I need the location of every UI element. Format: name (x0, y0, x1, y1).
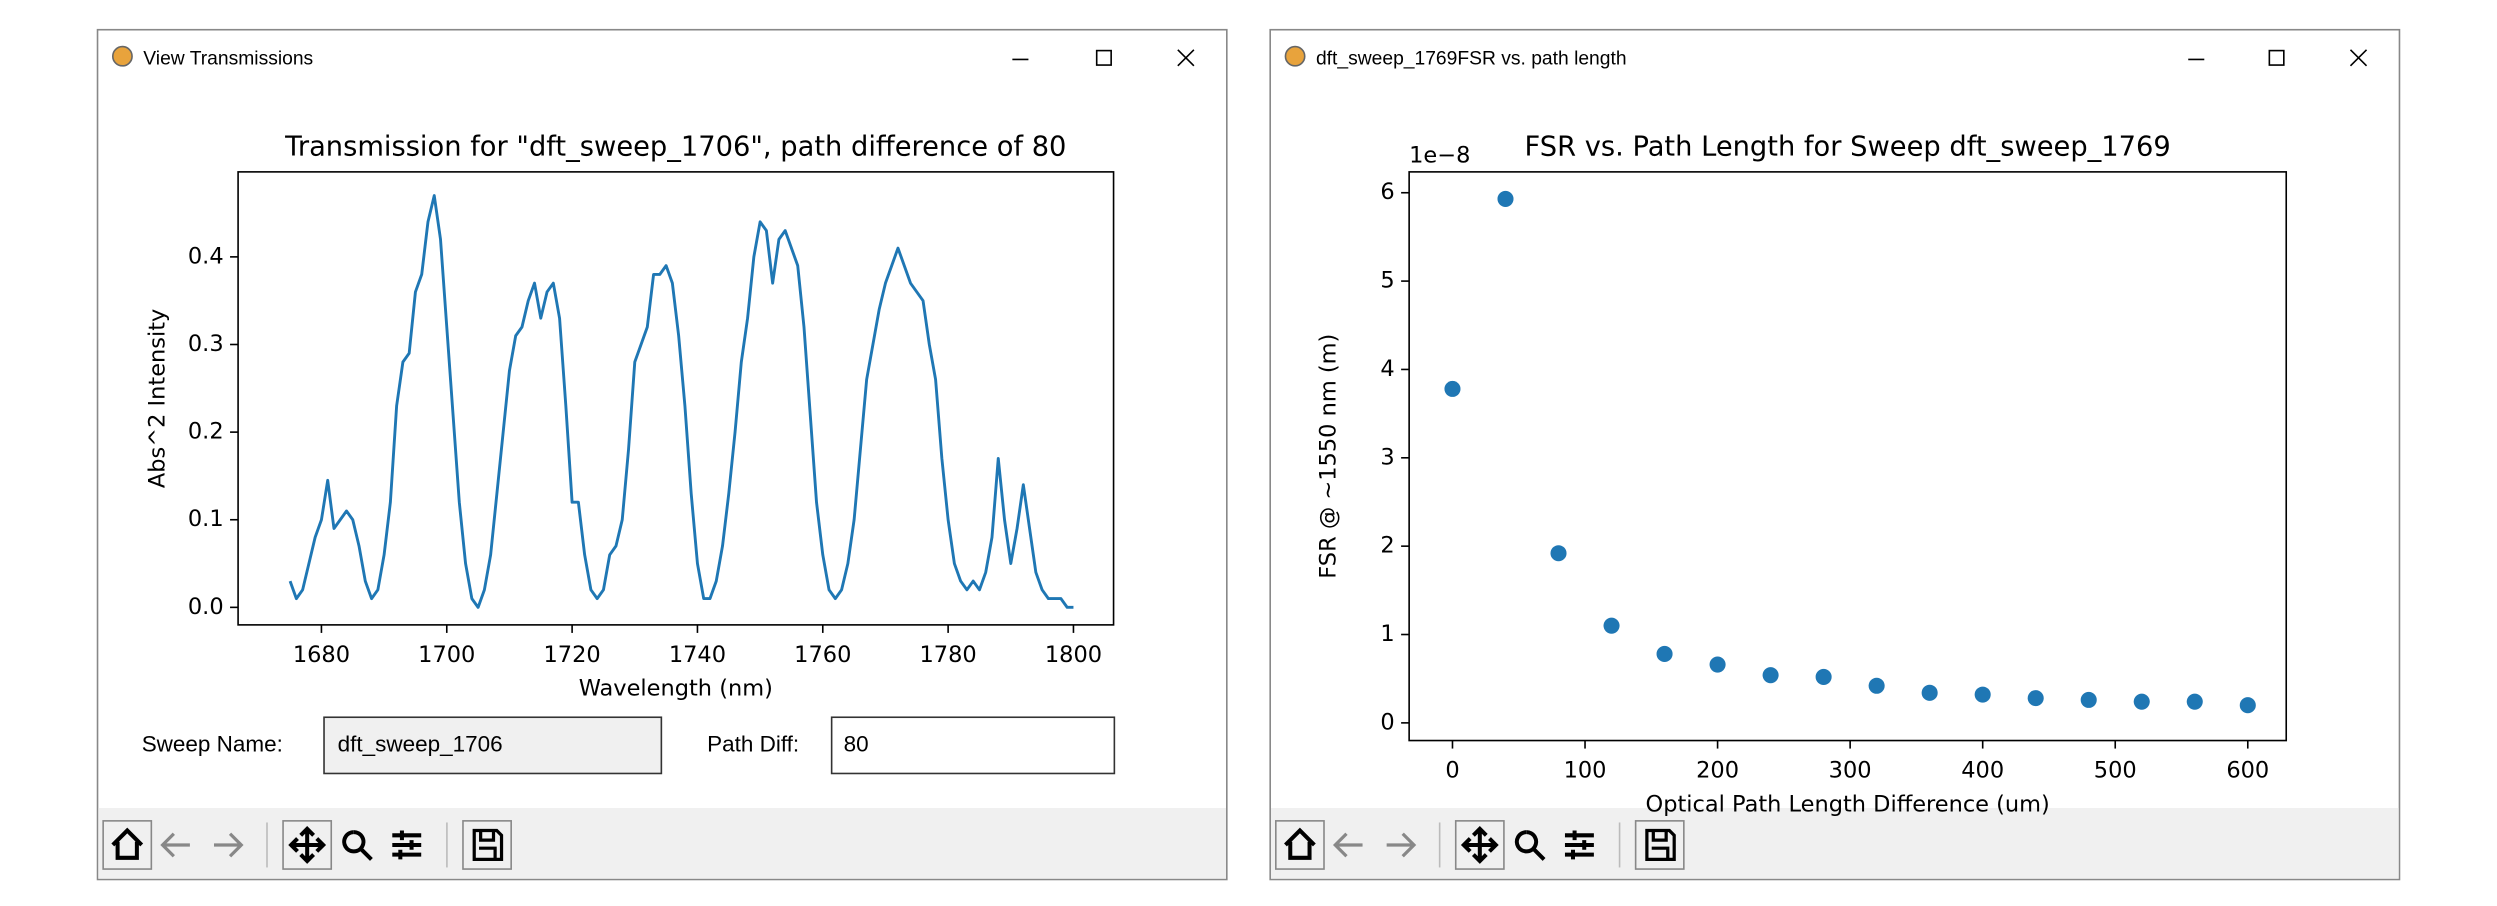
y-tick-label: 3 (1380, 444, 1394, 470)
y-tick-label: 2 (1380, 533, 1394, 559)
y-tick-label: 0.0 (188, 594, 224, 620)
data-point (1815, 668, 1832, 685)
data-point (2239, 697, 2256, 714)
data-point (1497, 190, 1514, 207)
y-tick-label: 5 (1380, 268, 1394, 294)
data-point (1868, 677, 1885, 694)
chart-title: FSR vs. Path Length for Sweep dft_sweep_… (1525, 131, 2171, 162)
toolbar-icon (392, 830, 422, 860)
y-tick-label: 6 (1380, 179, 1394, 205)
window-title: dft_sweep_1769FSR vs. path length (1316, 49, 1627, 70)
data-line (288, 194, 1074, 609)
data-point (2080, 691, 2097, 708)
x-tick-label: 200 (1696, 758, 1739, 784)
plot-frame (237, 171, 1115, 626)
toolbar-button[interactable] (462, 820, 512, 870)
chart: Transmission for "dft_sweep_1706", path … (144, 131, 1115, 702)
x-tick-label: 300 (1829, 758, 1872, 784)
y-tick-label: 0.3 (188, 331, 224, 357)
toolbar-icon (213, 832, 244, 858)
chart: FSR vs. Path Length for Sweep dft_sweep_… (1315, 131, 2288, 817)
x-tick-label: 600 (2226, 758, 2269, 784)
toolbar-icon (288, 826, 327, 864)
x-tick-label: 1720 (544, 642, 601, 668)
toolbar-icons (102, 820, 1685, 870)
data-point (1921, 684, 1938, 701)
x-tick-label: 1680 (293, 642, 350, 668)
x-tick-label: 100 (1564, 758, 1607, 784)
window-title: View Transmissions (143, 49, 313, 70)
data-point (1709, 656, 1726, 673)
data-point (1762, 667, 1779, 684)
data-point (2027, 690, 2044, 707)
data-point (1656, 645, 1673, 662)
data-point (2186, 693, 2203, 710)
x-axis-label: Optical Path Length Difference (um) (1646, 791, 2050, 817)
text-input[interactable] (830, 716, 1116, 775)
toolbar-button[interactable] (332, 820, 382, 870)
toolbar-icon (1514, 830, 1546, 861)
data-point (2133, 693, 2150, 710)
toolbar-icon (1386, 832, 1417, 858)
axis-offset-label: 1e−8 (1409, 142, 1470, 168)
app-icon (1284, 45, 1306, 67)
y-axis-label: Abs^2 Intensity (144, 309, 170, 488)
data-point (1444, 380, 1461, 397)
data-point (1550, 545, 1567, 562)
toolbar-icon (1645, 828, 1676, 862)
close-button[interactable] (2349, 49, 2368, 67)
toolbar-icon (342, 830, 373, 861)
toolbar-icon (1284, 827, 1316, 860)
x-tick-label: 1800 (1045, 642, 1102, 668)
y-tick-label: 0.1 (188, 506, 224, 532)
data-point (1974, 686, 1991, 703)
y-tick-label: 1 (1380, 621, 1394, 647)
toolbar-button[interactable] (1505, 820, 1554, 870)
maximize-button[interactable] (2268, 49, 2285, 66)
toolbar-button[interactable] (1634, 820, 1685, 870)
form-label: Path Diff: (707, 731, 799, 756)
y-axis-label: FSR @ ~1550 nm (m) (1315, 334, 1341, 579)
y-tick-label: 4 (1380, 356, 1394, 382)
x-tick-label: 1700 (418, 642, 475, 668)
toolbar-icon (1564, 830, 1594, 860)
chart-title: Transmission for "dft_sweep_1706", path … (284, 131, 1066, 162)
x-tick-label: 1740 (669, 642, 726, 668)
toolbar-icon (111, 827, 144, 860)
data-point (1603, 617, 1620, 634)
x-tick-label: 1760 (794, 642, 851, 668)
toolbar-icon (160, 832, 190, 858)
form-label: Sweep Name: (142, 731, 283, 756)
x-tick-label: 500 (2094, 758, 2137, 784)
app-icon (111, 45, 133, 67)
toolbar-icon (1460, 826, 1499, 864)
close-button[interactable] (1177, 49, 1195, 67)
y-tick-label: 0 (1380, 709, 1394, 735)
y-tick-label: 0.2 (188, 419, 224, 445)
x-axis-label: Wavelength (nm) (579, 676, 773, 702)
plot-frame (1408, 171, 2288, 742)
maximize-button[interactable] (1095, 49, 1112, 66)
x-tick-label: 0 (1445, 758, 1459, 784)
input-value: dft_sweep_1706 (338, 731, 503, 756)
text-input[interactable] (323, 716, 663, 775)
input-value: 80 (844, 731, 869, 756)
x-tick-label: 400 (1961, 758, 2004, 784)
y-tick-label: 0.4 (188, 243, 224, 269)
x-tick-label: 1780 (920, 642, 977, 668)
toolbar-icon (1332, 832, 1363, 858)
toolbar-icon (472, 828, 504, 862)
